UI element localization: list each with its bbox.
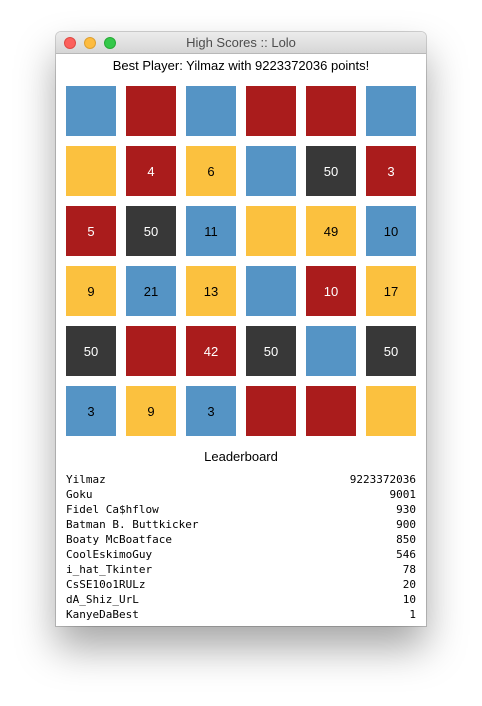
- player-score: 930: [396, 503, 416, 516]
- tile[interactable]: 50: [306, 146, 356, 196]
- leaderboard-row: KanyeDaBest 1: [66, 607, 416, 622]
- tile[interactable]: 9: [126, 386, 176, 436]
- window-title: High Scores :: Lolo: [186, 35, 296, 50]
- leaderboard-row: CoolEskimoGuy 546: [66, 547, 416, 562]
- tile[interactable]: [306, 386, 356, 436]
- player-score: 1: [409, 608, 416, 621]
- tile[interactable]: 10: [306, 266, 356, 316]
- leaderboard-row: i_hat_Tkinter 78: [66, 562, 416, 577]
- high-scores-window: High Scores :: Lolo Best Player: Yilmaz …: [56, 32, 426, 626]
- title-bar[interactable]: High Scores :: Lolo: [56, 32, 426, 54]
- tile[interactable]: 17: [366, 266, 416, 316]
- leaderboard-row: Yilmaz 9223372036: [66, 472, 416, 487]
- leaderboard-list: Yilmaz 9223372036 Goku 9001 Fidel Ca$hflow 93…: [66, 472, 416, 622]
- player-score: 900: [396, 518, 416, 531]
- close-window-button[interactable]: [64, 37, 76, 49]
- tile[interactable]: 3: [186, 386, 236, 436]
- tile[interactable]: [246, 266, 296, 316]
- tile[interactable]: 50: [66, 326, 116, 376]
- player-name: Batman B. Buttkicker: [66, 518, 199, 531]
- tile[interactable]: 42: [186, 326, 236, 376]
- tile[interactable]: [306, 86, 356, 136]
- player-score: 10: [402, 593, 416, 606]
- leaderboard-row: Boaty McBoatface 850: [66, 532, 416, 547]
- tile[interactable]: 21: [126, 266, 176, 316]
- tile[interactable]: 3: [366, 146, 416, 196]
- player-score: 20: [402, 578, 416, 591]
- tile[interactable]: 50: [246, 326, 296, 376]
- player-name: Fidel Ca$hflow: [66, 503, 159, 516]
- tile[interactable]: 5: [66, 206, 116, 256]
- tile[interactable]: [66, 86, 116, 136]
- tile[interactable]: 6: [186, 146, 236, 196]
- tile[interactable]: 50: [366, 326, 416, 376]
- tile[interactable]: [246, 386, 296, 436]
- leaderboard-row: CsSE10o1RULz 20: [66, 577, 416, 592]
- tile[interactable]: [66, 146, 116, 196]
- tile[interactable]: [366, 86, 416, 136]
- tile[interactable]: [126, 86, 176, 136]
- tile[interactable]: 9: [66, 266, 116, 316]
- leaderboard-row: Batman B. Buttkicker 900: [66, 517, 416, 532]
- player-score: 78: [402, 563, 416, 576]
- player-score: 850: [396, 533, 416, 546]
- game-board: 4 6 50 3 5 50 11 49 10 9 21 13 10 17 50 42 50 50 3 9 3: [66, 86, 416, 436]
- player-score: 9223372036: [349, 473, 416, 486]
- leaderboard-title: Leaderboard: [204, 449, 278, 464]
- player-name: Goku: [66, 488, 93, 501]
- tile[interactable]: 11: [186, 206, 236, 256]
- player-name: KanyeDaBest: [66, 608, 139, 621]
- tile[interactable]: 3: [66, 386, 116, 436]
- tile[interactable]: 10: [366, 206, 416, 256]
- tile[interactable]: 4: [126, 146, 176, 196]
- tile[interactable]: 13: [186, 266, 236, 316]
- tile[interactable]: 49: [306, 206, 356, 256]
- player-name: Boaty McBoatface: [66, 533, 172, 546]
- tile[interactable]: [246, 86, 296, 136]
- minimize-window-button[interactable]: [84, 37, 96, 49]
- player-name: i_hat_Tkinter: [66, 563, 153, 576]
- leaderboard-row: dA_Shiz_UrL 10: [66, 592, 416, 607]
- tile[interactable]: [246, 206, 296, 256]
- best-player-label: Best Player: Yilmaz with 9223372036 poin…: [112, 58, 370, 73]
- player-score: 9001: [389, 488, 417, 501]
- leaderboard-row: Goku 9001: [66, 487, 416, 502]
- tile[interactable]: 50: [126, 206, 176, 256]
- player-name: CoolEskimoGuy: [66, 548, 153, 561]
- tile[interactable]: [306, 326, 356, 376]
- tile[interactable]: [246, 146, 296, 196]
- leaderboard-row: Fidel Ca$hflow 930: [66, 502, 416, 517]
- tile[interactable]: [126, 326, 176, 376]
- player-name: dA_Shiz_UrL: [66, 593, 139, 606]
- tile[interactable]: [186, 86, 236, 136]
- tile[interactable]: [366, 386, 416, 436]
- player-name: Yilmaz: [66, 473, 106, 486]
- player-score: 546: [396, 548, 416, 561]
- maximize-window-button[interactable]: [104, 37, 116, 49]
- player-name: CsSE10o1RULz: [66, 578, 146, 591]
